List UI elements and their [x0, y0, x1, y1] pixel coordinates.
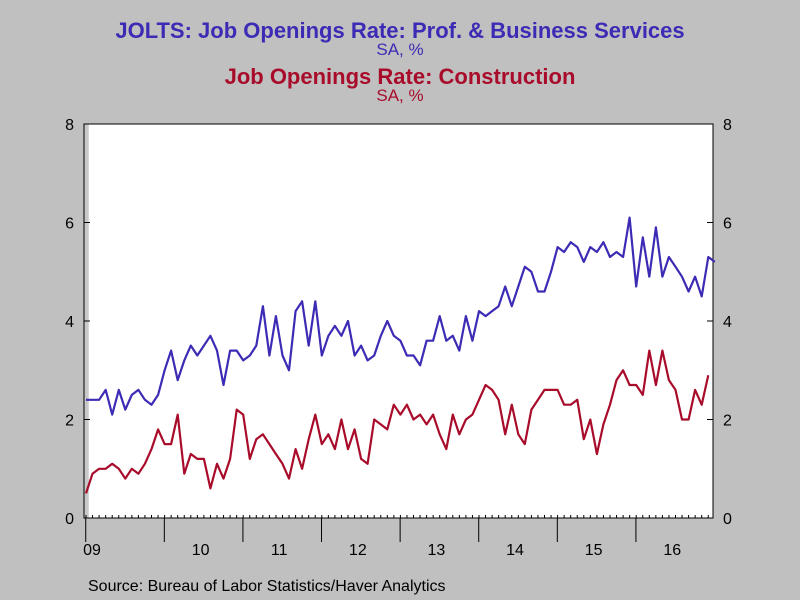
plot-area — [84, 124, 713, 518]
y-tick-label-right: 4 — [723, 314, 732, 331]
x-tick-label: 11 — [271, 542, 288, 559]
series-line-prof-business-services — [86, 216, 716, 416]
series1-title: JOLTS: Job Openings Rate: Prof. & Busine… — [115, 18, 685, 43]
x-tick-label: 10 — [192, 542, 210, 559]
x-tick-label: 15 — [585, 542, 603, 559]
x-tick-label: 14 — [506, 542, 524, 559]
series2-subtitle: SA, % — [376, 86, 424, 105]
x-tick-label: 16 — [663, 542, 681, 559]
y-tick-label-right: 2 — [723, 413, 732, 430]
y-tick-label-right: 8 — [723, 117, 732, 134]
x-tick-label: 09 — [83, 542, 101, 559]
x-tick-label: 12 — [349, 542, 367, 559]
y-tick-label-right: 6 — [723, 216, 732, 233]
series-line-construction — [84, 349, 710, 494]
y-tick-label-left: 8 — [65, 117, 74, 134]
y-tick-label-left: 4 — [65, 314, 74, 331]
series2-title: Job Openings Rate: Construction — [224, 64, 576, 89]
x-tick-label: 13 — [428, 542, 446, 559]
y-tick-label-left: 2 — [65, 413, 74, 430]
source-note: Source: Bureau of Labor Statistics/Haver… — [88, 578, 446, 595]
y-tick-label-left: 0 — [65, 511, 74, 528]
y-tick-label-left: 6 — [65, 216, 74, 233]
series1-subtitle: SA, % — [376, 40, 424, 59]
y-tick-label-right: 0 — [723, 511, 732, 528]
